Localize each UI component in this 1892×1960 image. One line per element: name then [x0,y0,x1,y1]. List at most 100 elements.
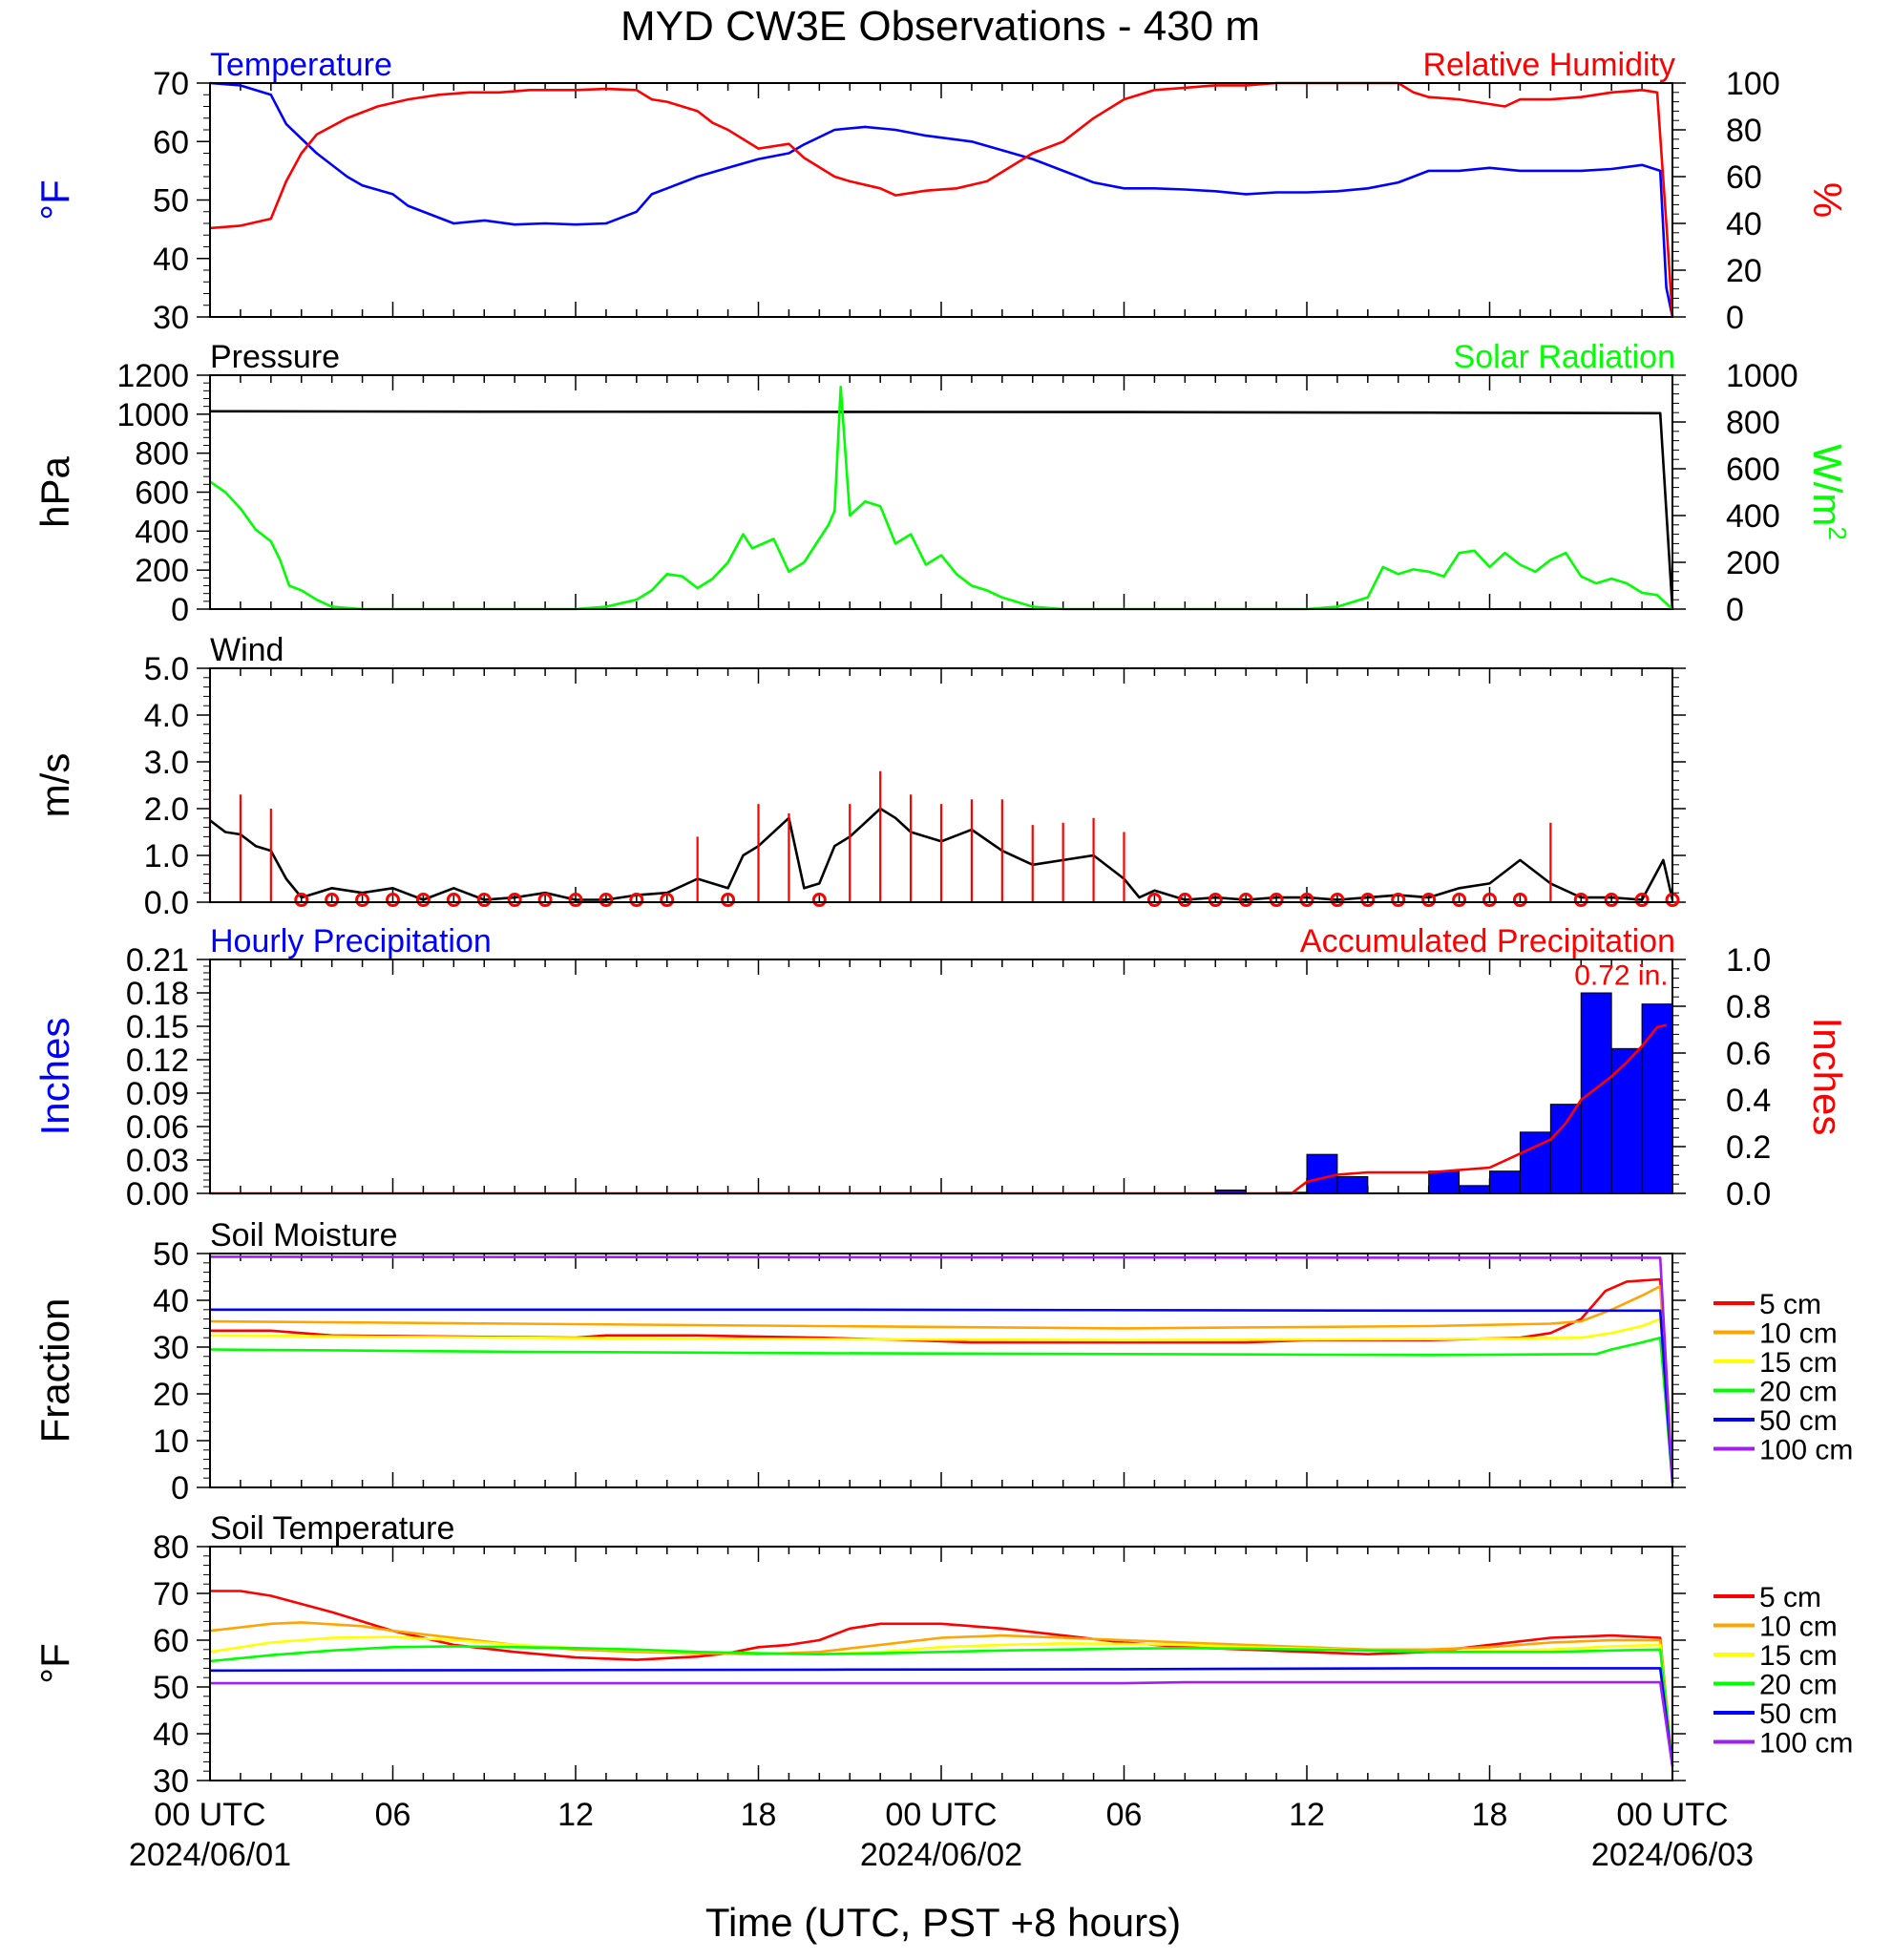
legend-label: 100 cm [1759,1728,1853,1760]
y-right-tick-label: 0.4 [1726,1083,1771,1119]
y-right-tick-label: 40 [1726,206,1762,242]
wind-calm-marker [1177,893,1192,908]
x-tick-label: 06 [375,1797,411,1833]
series-line-100cm [209,1255,1674,1484]
y-right-tick-label: 0.0 [1726,1176,1771,1212]
precip-bar [1610,1047,1643,1194]
x-tick-label: 00 UTC [154,1797,265,1833]
wind-calm-marker [325,893,340,908]
y-right-tick-label: 60 [1726,159,1762,196]
y-left-tick-label: 40 [153,1717,189,1753]
legend-label: 15 cm [1759,1640,1838,1672]
legend-label: 100 cm [1759,1435,1853,1466]
y-right-tick-label: 400 [1726,498,1780,535]
wind-calm-marker [446,893,461,908]
y-left-tick-label: 30 [153,1330,189,1366]
y-left-tick-label: 0.21 [126,942,189,979]
y-left-tick-label: 0 [171,1470,189,1507]
y-left-tick-label: 70 [153,66,189,102]
y-left-label: °F [32,1643,77,1683]
legend-label: 50 cm [1759,1405,1838,1437]
y-left-tick-label: 5.0 [144,651,189,687]
panel-pres_solar: 02004006008001000120002004006008001000Pr… [32,339,1852,628]
panel-precip: 0.000.030.060.090.120.150.180.21 0.0 0.2 0.… [32,923,1850,1212]
wind-calm-marker [1360,893,1376,908]
x-tick-label: 18 [1472,1797,1508,1833]
wind-calm-marker [1604,893,1619,908]
wind-calm-marker [537,893,553,908]
panel-title-right: Relative Humidity [1422,47,1675,83]
precip-bar [1428,1170,1461,1194]
panel-title-left: Soil Temperature [210,1510,454,1547]
x-tick-label: 06 [1106,1797,1143,1833]
series-line-left [209,410,1674,610]
wind-calm-marker [599,893,614,908]
wind-calm-marker [568,893,583,908]
y-right-label: W/m2 [1805,444,1852,540]
y-left-tick-label: 4.0 [144,698,189,734]
y-left-tick-label: 0 [171,592,189,628]
y-right-tick-label: 1.0 [1726,942,1771,979]
wind-calm-marker [355,893,370,908]
panel-temp_rh: 30 40 50 60 70 0 20 40 60 80 100 Temperature Relativ… [32,47,1850,336]
series-line-20cm [209,1336,1674,1484]
x-tick-label: 00 UTC [885,1797,997,1833]
y-left-tick-label: 40 [153,242,189,278]
y-left-tick-label: 50 [153,1670,189,1706]
y-left-tick-label: 0.18 [126,976,189,1012]
x-tick-date: 2024/06/03 [1591,1837,1754,1873]
y-left-tick-label: 0.15 [126,1009,189,1045]
wind-calm-marker [1238,893,1253,908]
series-line-right [209,81,1674,318]
series-line-right [209,386,1673,611]
x-tick-label: 18 [741,1797,777,1833]
wind-calm-marker [1269,893,1284,908]
x-axis: 00 UTC 2024/06/01 06 12 18 00 UTC 2024/06/02 06… [129,1797,1754,1873]
y-left-tick-label: 0.09 [126,1076,189,1112]
wind-calm-marker [1512,893,1527,908]
y-left-tick-label: 40 [153,1283,189,1319]
wind-calm-marker [507,893,522,908]
y-left-tick-label: 400 [135,514,189,550]
wind-calm-marker [629,893,644,908]
y-left-tick-label: 60 [153,124,189,160]
y-left-tick-label: 30 [153,1763,189,1800]
legend-label: 5 cm [1759,1582,1821,1613]
y-left-tick-label: 10 [153,1423,189,1460]
y-left-label: m/s [32,753,77,818]
legend-label: 20 cm [1759,1670,1838,1701]
panel-title-left: Soil Moisture [210,1217,398,1254]
precip-bar [1306,1153,1338,1194]
wind-calm-marker [1634,893,1650,908]
y-left-tick-label: 50 [153,183,189,220]
panel-title-left: Pressure [210,339,340,375]
y-left-tick-label: 0.03 [126,1143,189,1179]
y-left-tick-label: 30 [153,300,189,336]
y-right-tick-label: 800 [1726,405,1780,441]
panel-frame [209,959,1673,1194]
chart-title: MYD CW3E Observations - 430 m [620,3,1260,50]
y-left-tick-label: 0.0 [144,885,189,921]
y-right-tick-label: 1000 [1726,358,1798,394]
wind-calm-marker [386,893,400,908]
wind-calm-marker [1208,893,1223,908]
panel-title-left: Hourly Precipitation [210,923,492,959]
panel-frame [209,374,1673,610]
y-right-tick-label: 80 [1726,113,1762,149]
legend-label: 5 cm [1759,1289,1821,1320]
series-line-5cm [210,1590,1674,1767]
panel-title-right: Accumulated Precipitation [1300,923,1675,959]
y-right-label: % [1805,182,1850,218]
y-left-tick-label: 800 [135,436,189,473]
panel-title-left: Temperature [210,47,392,83]
x-tick-date: 2024/06/02 [860,1837,1022,1873]
precip-bar [1549,1104,1582,1194]
y-left-label: hPa [32,455,77,527]
wind-calm-marker [660,893,675,908]
series-line-50cm [209,1667,1674,1767]
x-axis-label: Time (UTC, PST +8 hours) [705,1900,1181,1945]
wind-calm-marker [415,893,431,908]
